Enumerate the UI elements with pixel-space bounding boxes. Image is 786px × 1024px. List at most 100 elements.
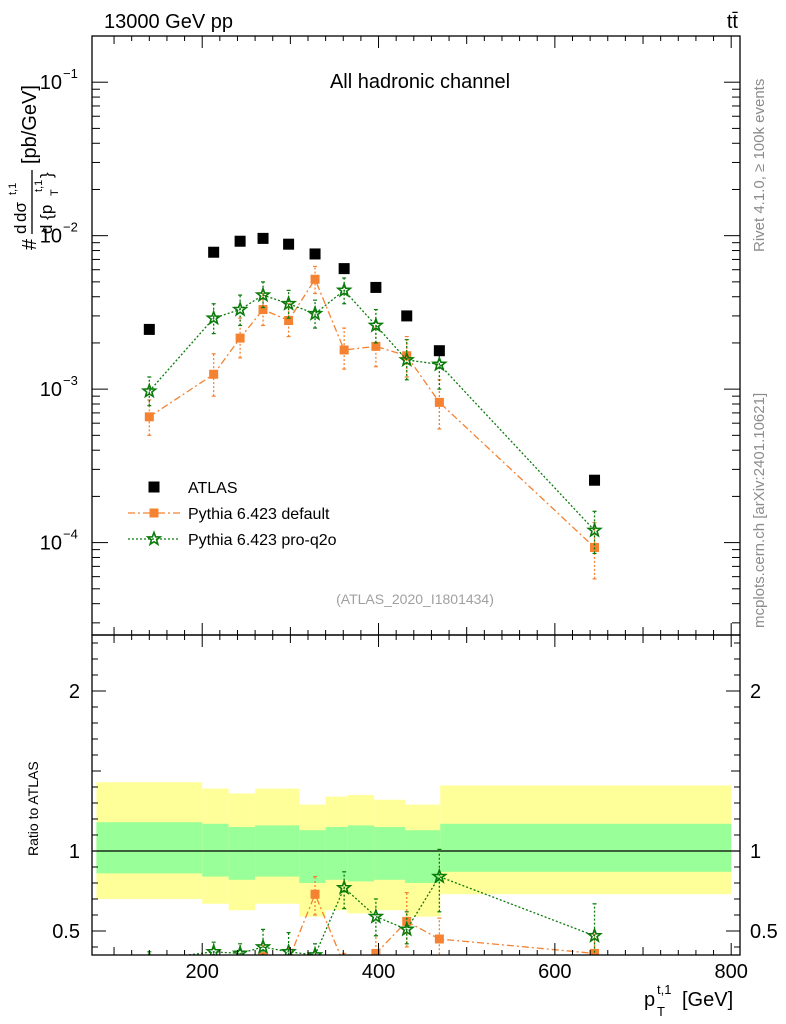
data-point <box>310 889 320 899</box>
svg-text:t,1: t,1 <box>33 180 45 192</box>
x-tick-label: 800 <box>714 961 747 983</box>
series-line <box>182 875 595 955</box>
data-point <box>231 300 249 317</box>
data-point <box>284 316 294 326</box>
data-point <box>398 351 416 368</box>
data-point <box>205 309 223 326</box>
data-point <box>589 474 601 486</box>
data-point <box>208 246 220 258</box>
y-tick-label: 10 −4 <box>40 527 78 555</box>
data-point <box>586 926 603 943</box>
svg-text:[GeV]: [GeV] <box>682 989 733 1011</box>
svg-text:p: p <box>644 989 655 1011</box>
data-point <box>257 232 269 244</box>
mcplots-label: mcplots.cern.ch [arXiv:2401.10621] <box>751 393 768 628</box>
y-tick-label: 10 −3 <box>40 373 78 401</box>
ratio-frame <box>91 634 741 956</box>
rivet-version-label: Rivet 4.1.0, ≥ 100k events <box>751 79 768 252</box>
channel-label: All hadronic channel <box>330 71 510 93</box>
ratio-band-inner <box>202 823 229 877</box>
svg-text:#: # <box>19 238 41 250</box>
beam-label: 13000 GeV pp <box>104 11 233 33</box>
data-point <box>209 369 219 379</box>
data-point <box>335 281 353 298</box>
svg-text:−4: −4 <box>63 527 78 542</box>
ratio-y-tick-label: 0.5 <box>52 921 80 943</box>
data-point <box>280 294 298 311</box>
data-point <box>306 304 324 321</box>
ratio-band-inner <box>228 827 256 880</box>
svg-text:T: T <box>657 1004 665 1019</box>
analysis-id: (ATLAS_2020_I1801434) <box>336 591 494 607</box>
data-point <box>335 878 353 895</box>
data-point <box>258 305 268 315</box>
data-point <box>430 355 448 372</box>
data-point <box>145 963 154 972</box>
ratio-band-inner <box>96 822 203 874</box>
svg-text:10: 10 <box>40 226 62 248</box>
ratio-band-inner <box>374 827 405 880</box>
process-label: tt̄ <box>727 11 739 33</box>
data-point <box>370 281 382 293</box>
legend-label: ATLAS <box>188 480 238 497</box>
data-point <box>306 946 324 955</box>
data-point <box>143 323 155 335</box>
data-point <box>254 938 272 955</box>
series-line <box>148 289 596 531</box>
legend-label: Pythia 6.423 pro-q2o <box>188 532 337 549</box>
data-point <box>284 955 293 964</box>
ratio-band-inner <box>347 825 375 882</box>
ratio-y-tick-label: 2 <box>69 681 80 703</box>
svg-text:}: } <box>37 172 56 178</box>
ratio-y-tick-label-right: 1 <box>750 841 761 863</box>
data-point <box>231 944 249 955</box>
main-y-axis-label: # d dσ t,1 d {p T t,1 } [pb/GeV] <box>7 85 61 250</box>
svg-text:10: 10 <box>40 533 62 555</box>
data-point <box>434 397 444 407</box>
data-point <box>340 960 349 969</box>
data-point <box>367 316 385 333</box>
svg-text:d {p: d {p <box>37 205 56 234</box>
data-point <box>590 948 600 955</box>
y-tick-label: 10 −2 <box>40 220 78 248</box>
main-plot-area <box>140 232 603 580</box>
svg-text:T: T <box>49 189 61 196</box>
data-point <box>398 920 416 937</box>
legend-marker-atlas <box>148 481 160 493</box>
svg-text:10: 10 <box>40 72 62 94</box>
x-tick-label: 400 <box>362 961 395 983</box>
legend-marker-proq2o <box>145 530 163 547</box>
svg-text:d: d <box>11 225 30 234</box>
data-point <box>339 345 349 355</box>
svg-text:t,1: t,1 <box>7 183 19 195</box>
y-tick-label: 10 −1 <box>40 66 78 94</box>
x-axis-label: p T t,1 [GeV] <box>644 982 733 1019</box>
svg-text:−3: −3 <box>63 373 78 388</box>
ratio-y-axis-label: Ratio to ATLAS <box>25 761 41 856</box>
data-point <box>371 341 381 351</box>
data-point <box>309 248 321 260</box>
data-point <box>434 934 444 944</box>
svg-text:10: 10 <box>40 379 62 401</box>
data-point <box>586 521 603 538</box>
ratio-plot-area <box>92 782 740 972</box>
ratio-band-inner <box>440 823 732 872</box>
data-point <box>258 952 268 955</box>
data-point <box>283 238 295 250</box>
data-point <box>367 907 385 924</box>
ratio-band-inner <box>299 830 326 883</box>
x-tick-label: 600 <box>538 961 571 983</box>
svg-text:−1: −1 <box>63 66 78 81</box>
legend-marker-default <box>149 508 159 518</box>
svg-text:dσ: dσ <box>11 202 30 222</box>
ratio-y-tick-label: 1 <box>69 841 80 863</box>
x-tick-label: 200 <box>186 961 219 983</box>
data-point <box>140 382 158 399</box>
ratio-band-inner <box>325 827 348 880</box>
data-point <box>430 867 448 884</box>
data-point <box>234 235 246 247</box>
data-point <box>310 274 320 284</box>
data-point <box>338 263 350 275</box>
